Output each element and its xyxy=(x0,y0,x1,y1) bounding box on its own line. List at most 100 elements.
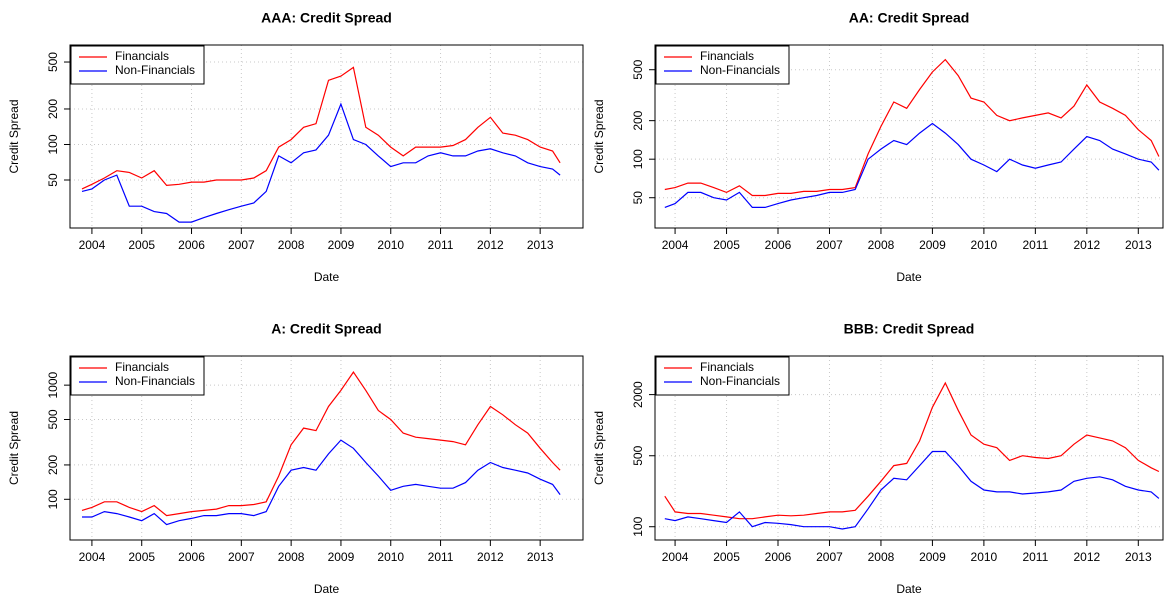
y-axis-label: Credit Spread xyxy=(592,99,606,173)
series-line xyxy=(81,66,561,190)
series-line xyxy=(82,439,561,526)
x-tick-label: 2013 xyxy=(1125,550,1152,564)
legend-label: Financials xyxy=(115,360,169,374)
x-tick-label: 2005 xyxy=(713,238,740,252)
x-tick-label: 2010 xyxy=(971,550,998,564)
x-tick-label: 2007 xyxy=(816,238,843,252)
y-tick-label: 500 xyxy=(631,445,645,465)
y-tick-label: 500 xyxy=(46,52,60,72)
x-tick-label: 2008 xyxy=(278,550,305,564)
x-tick-label: 2006 xyxy=(765,238,792,252)
series-line xyxy=(81,371,561,517)
chart-title: AA: Credit Spread xyxy=(849,10,970,26)
x-tick-label: 2012 xyxy=(1073,238,1100,252)
plot-frame xyxy=(69,44,584,229)
x-tick-label: 2004 xyxy=(79,238,106,252)
x-tick-label: 2010 xyxy=(377,238,404,252)
x-tick-label: 2007 xyxy=(228,238,255,252)
y-tick-label: 500 xyxy=(631,59,645,79)
x-tick-label: 2011 xyxy=(1022,550,1048,564)
x-tick-label: 2013 xyxy=(1125,238,1152,252)
panel: BBB: Credit Spread Date Credit Spread 2004 2… xyxy=(592,321,1164,593)
series-line xyxy=(664,122,1160,208)
x-tick-label: 2005 xyxy=(713,550,740,564)
y-tick-label: 200 xyxy=(631,110,645,130)
y-tick-label: 100 xyxy=(631,149,645,169)
x-tick-label: 2008 xyxy=(868,238,895,252)
x-tick-label: 2011 xyxy=(428,238,454,252)
x-tick-label: 2008 xyxy=(278,238,305,252)
legend-label: Financials xyxy=(700,49,754,63)
series-line xyxy=(664,450,1160,530)
legend-box xyxy=(70,356,205,396)
x-tick-label: 2009 xyxy=(919,238,946,252)
x-tick-label: 2011 xyxy=(428,550,454,564)
y-axis-label: Credit Spread xyxy=(592,411,606,485)
x-axis-label: Date xyxy=(896,582,922,593)
x-tick-label: 2006 xyxy=(178,238,205,252)
plot-frame xyxy=(69,355,584,541)
x-tick-label: 2013 xyxy=(527,550,554,564)
x-tick-label: 2007 xyxy=(816,550,843,564)
y-tick-label: 2000 xyxy=(631,381,645,408)
panel: AAA: Credit Spread Date Credit Spread 2004 2… xyxy=(7,10,584,284)
legend-box xyxy=(655,45,790,85)
legend-label: Non-Financials xyxy=(700,63,780,77)
y-tick-label: 200 xyxy=(46,455,60,475)
y-axis-label: Credit Spread xyxy=(7,99,21,173)
x-tick-label: 2004 xyxy=(79,550,106,564)
x-tick-label: 2009 xyxy=(919,550,946,564)
series-line xyxy=(664,381,1160,520)
y-tick-label: 1000 xyxy=(46,371,60,398)
plot-frame xyxy=(654,355,1164,541)
x-axis-label: Date xyxy=(314,582,340,593)
chart-title: A: Credit Spread xyxy=(271,321,381,337)
x-tick-label: 2007 xyxy=(228,550,255,564)
x-tick-label: 2009 xyxy=(328,238,355,252)
x-tick-label: 2004 xyxy=(662,238,689,252)
x-tick-label: 2010 xyxy=(971,238,998,252)
x-tick-label: 2006 xyxy=(178,550,205,564)
x-tick-label: 2012 xyxy=(477,550,504,564)
series-line xyxy=(81,102,561,223)
plot-frame xyxy=(654,44,1164,229)
legend-label: Financials xyxy=(115,49,169,63)
chart-title: BBB: Credit Spread xyxy=(844,321,975,337)
y-tick-label: 200 xyxy=(46,99,60,119)
y-tick-label: 100 xyxy=(631,516,645,536)
x-tick-label: 2012 xyxy=(1073,550,1100,564)
panel: A: Credit Spread Date Credit Spread 2004 200… xyxy=(7,321,584,593)
legend-box xyxy=(655,356,790,396)
x-tick-label: 2006 xyxy=(765,550,792,564)
x-tick-label: 2005 xyxy=(128,238,155,252)
chart-title: AAA: Credit Spread xyxy=(261,10,392,26)
x-tick-label: 2013 xyxy=(527,238,554,252)
x-tick-label: 2010 xyxy=(377,550,404,564)
x-tick-label: 2009 xyxy=(328,550,355,564)
x-tick-label: 2011 xyxy=(1022,238,1048,252)
x-axis-label: Date xyxy=(896,270,922,284)
x-tick-label: 2004 xyxy=(662,550,689,564)
legend-label: Non-Financials xyxy=(115,374,195,388)
x-axis-label: Date xyxy=(314,270,340,284)
x-tick-label: 2012 xyxy=(477,238,504,252)
x-tick-label: 2008 xyxy=(868,550,895,564)
series-line xyxy=(664,58,1160,197)
y-tick-label: 100 xyxy=(46,489,60,509)
x-tick-label: 2005 xyxy=(128,550,155,564)
y-axis-label: Credit Spread xyxy=(7,411,21,485)
legend-label: Financials xyxy=(700,360,754,374)
legend-label: Non-Financials xyxy=(700,374,780,388)
y-tick-label: 50 xyxy=(46,173,60,187)
y-tick-label: 500 xyxy=(46,409,60,429)
y-tick-label: 50 xyxy=(631,191,645,205)
panel: AA: Credit Spread Date Credit Spread 2004 20… xyxy=(592,10,1164,284)
legend-label: Non-Financials xyxy=(115,63,195,77)
y-tick-label: 100 xyxy=(46,134,60,154)
legend-box xyxy=(70,45,205,85)
